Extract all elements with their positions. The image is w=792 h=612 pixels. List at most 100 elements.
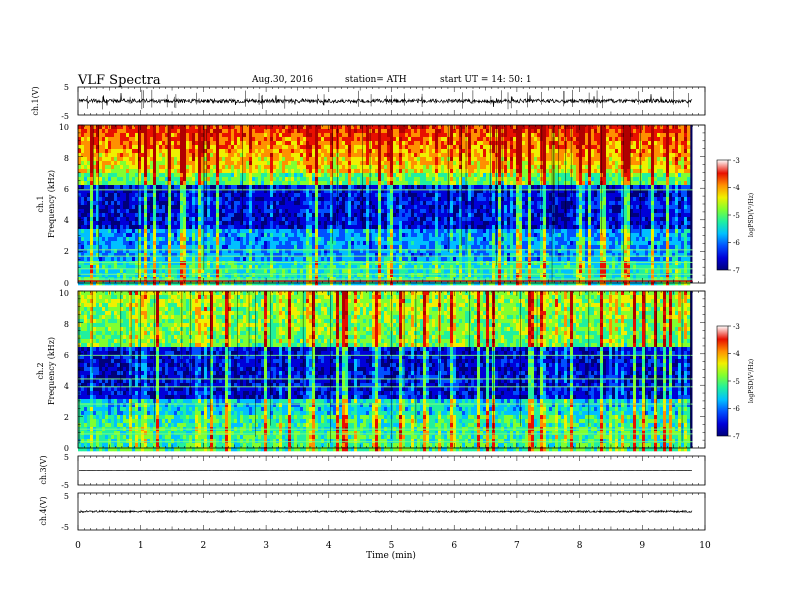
spectrogram-cell <box>123 173 127 178</box>
spectrogram-cell <box>375 197 379 202</box>
spectrogram-cell <box>189 197 193 202</box>
spectrogram-cell <box>225 257 229 262</box>
spectrogram-cell <box>423 225 427 230</box>
spectrogram-cell <box>393 205 397 210</box>
spectrogram-cell <box>150 241 154 246</box>
spectrogram-cell <box>327 261 331 266</box>
spectrogram-cell <box>108 265 112 270</box>
spectrogram-cell <box>270 141 274 146</box>
spectrogram-cell <box>117 177 121 182</box>
spectrogram-cell <box>285 177 289 182</box>
spectrogram-cell <box>270 149 274 154</box>
spectrogram-cell <box>231 249 235 254</box>
spectrogram-cell <box>228 249 232 254</box>
spectrogram-cell <box>96 273 100 278</box>
spectrogram-cell <box>138 213 142 218</box>
spectrogram-cell <box>228 157 232 162</box>
spectrogram-cell <box>255 193 259 198</box>
spectrogram-cell <box>321 229 325 234</box>
spectrogram-cell <box>405 181 409 186</box>
spectrogram-cell <box>159 193 163 198</box>
spectrogram-cell <box>348 189 352 194</box>
spectrogram-cell <box>315 273 319 278</box>
spectrogram-cell <box>228 269 232 274</box>
spectrogram-cell <box>378 213 382 218</box>
spectrogram-cell <box>219 245 223 250</box>
spectrogram-cell <box>309 265 313 270</box>
spectrogram-cell <box>393 201 397 206</box>
spectrogram-cell <box>117 157 121 162</box>
spectrogram-cell <box>339 181 343 186</box>
spectrogram-cell <box>354 249 358 254</box>
spectrogram-cell <box>303 241 307 246</box>
spectrogram-cell <box>210 185 214 190</box>
spectrogram-cell <box>246 161 250 166</box>
spectrogram-cell <box>114 149 118 154</box>
spectrogram-cell <box>186 265 190 270</box>
spectrogram-cell <box>141 129 145 134</box>
spectrogram-cell <box>201 193 205 198</box>
spectrogram-cell <box>282 153 286 158</box>
spectrogram-cell <box>399 221 403 226</box>
spectrogram-cell <box>357 273 361 278</box>
spectrogram-cell <box>336 245 340 250</box>
spectrogram-cell <box>117 233 121 238</box>
spectrogram-cell <box>297 253 301 258</box>
spectrogram-cell <box>120 209 124 214</box>
spectrogram-cell <box>210 157 214 162</box>
spectrogram-cell <box>384 141 388 146</box>
spectrogram-cell <box>255 269 259 274</box>
spectrogram-cell <box>78 217 82 222</box>
spectrogram-cell <box>150 169 154 174</box>
spectrogram-cell <box>321 225 325 230</box>
spectrogram-cell <box>225 193 229 198</box>
spectrogram-cell <box>390 241 394 246</box>
spectrogram-cell <box>192 129 196 134</box>
spectrogram-cell <box>315 241 319 246</box>
spectrogram-cell <box>288 129 292 134</box>
spectrogram-cell <box>231 217 235 222</box>
spectrogram-cell <box>288 265 292 270</box>
spectrogram-cell <box>363 133 367 138</box>
spectrogram-cell <box>309 261 313 266</box>
spectrogram-cell <box>186 185 190 190</box>
spectrogram-cell <box>126 125 130 130</box>
spectrogram-cell <box>336 233 340 238</box>
spectrogram-cell <box>144 233 148 238</box>
spectrogram-cell <box>168 125 172 130</box>
spectrogram-cell <box>276 245 280 250</box>
spectrogram-cell <box>174 261 178 266</box>
spectrogram-cell <box>258 273 262 278</box>
spectrogram-cell <box>156 205 160 210</box>
spectrogram-cell <box>132 241 136 246</box>
spectrogram-cell <box>252 217 256 222</box>
spectrogram-cell <box>234 225 238 230</box>
spectrogram-cell <box>120 205 124 210</box>
spectrogram-cell <box>402 153 406 158</box>
spectrogram-cell <box>135 273 139 278</box>
spectrogram-cell <box>120 157 124 162</box>
spectrogram-cell <box>339 237 343 242</box>
spectrogram-cell <box>384 169 388 174</box>
spectrogram-cell <box>267 193 271 198</box>
spectrogram-cell <box>111 189 115 194</box>
spectrogram-cell <box>360 137 364 142</box>
spectrogram-cell <box>393 245 397 250</box>
spectrogram-cell <box>375 221 379 226</box>
spectrogram-cell <box>309 245 313 250</box>
spectrogram-cell <box>102 177 106 182</box>
spectrogram-cell <box>171 177 175 182</box>
spectrogram-cell <box>360 173 364 178</box>
spectrogram-cell <box>393 133 397 138</box>
spectrogram-cell <box>276 257 280 262</box>
spectrogram-cell <box>108 161 112 166</box>
spectrogram-cell <box>324 273 328 278</box>
spectrogram-cell <box>327 249 331 254</box>
spectrogram-cell <box>291 161 295 166</box>
spectrogram-cell <box>252 253 256 258</box>
spectrogram-cell <box>348 145 352 150</box>
spectrogram-cell <box>234 153 238 158</box>
spectrogram-cell <box>87 145 91 150</box>
spectrogram-cell <box>363 273 367 278</box>
spectrogram-cell <box>108 261 112 266</box>
